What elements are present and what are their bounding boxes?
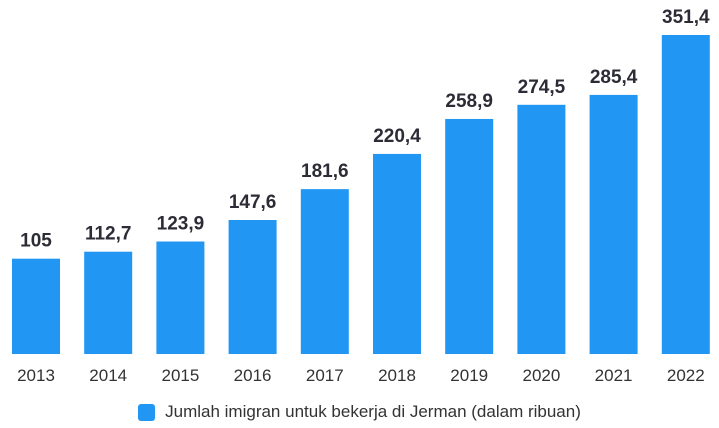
x-tick-label-2014: 2014 [89,366,127,385]
bar-2016 [228,220,277,354]
bar-2017 [300,189,349,354]
x-tick-label-2020: 2020 [522,366,560,385]
x-tick-label-2013: 2013 [17,366,55,385]
value-label-2016: 147,6 [229,192,277,213]
bar-2013 [12,258,60,354]
x-tick-label-2022: 2022 [667,366,705,385]
value-label-2019: 258,9 [445,91,493,112]
x-tick-label-2019: 2019 [450,366,488,385]
value-label-2021: 285,4 [590,67,638,88]
bar-2022 [661,35,710,354]
x-tick-label-2015: 2015 [161,366,199,385]
bar-2020 [517,104,566,354]
bar-2019 [445,118,494,355]
bar-2015 [156,241,205,354]
x-tick-label-2016: 2016 [234,366,272,385]
value-label-2018: 220,4 [373,126,421,147]
value-label-2020: 274,5 [518,77,566,98]
legend: Jumlah imigran untuk bekerja di Jerman (… [0,402,719,422]
bar-2018 [373,153,421,354]
x-tick-label-2021: 2021 [595,366,633,385]
value-label-2014: 112,7 [85,224,132,245]
x-tick-label-2018: 2018 [378,366,416,385]
value-label-2015: 123,9 [157,214,205,235]
value-label-2013: 105 [20,231,52,252]
legend-label: Jumlah imigran untuk bekerja di Jerman (… [165,402,581,421]
legend-swatch [138,403,156,421]
bar-chart-plot: 105 2013 112,7 2014 123,9 2015 147,6 2016 181,6 2… [12,7,710,385]
bar-2021 [589,94,638,355]
bar-2014 [84,251,133,354]
x-tick-label-2017: 2017 [306,366,344,385]
value-label-2022: 351,4 [662,7,710,28]
value-label-2017: 181,6 [301,161,349,182]
